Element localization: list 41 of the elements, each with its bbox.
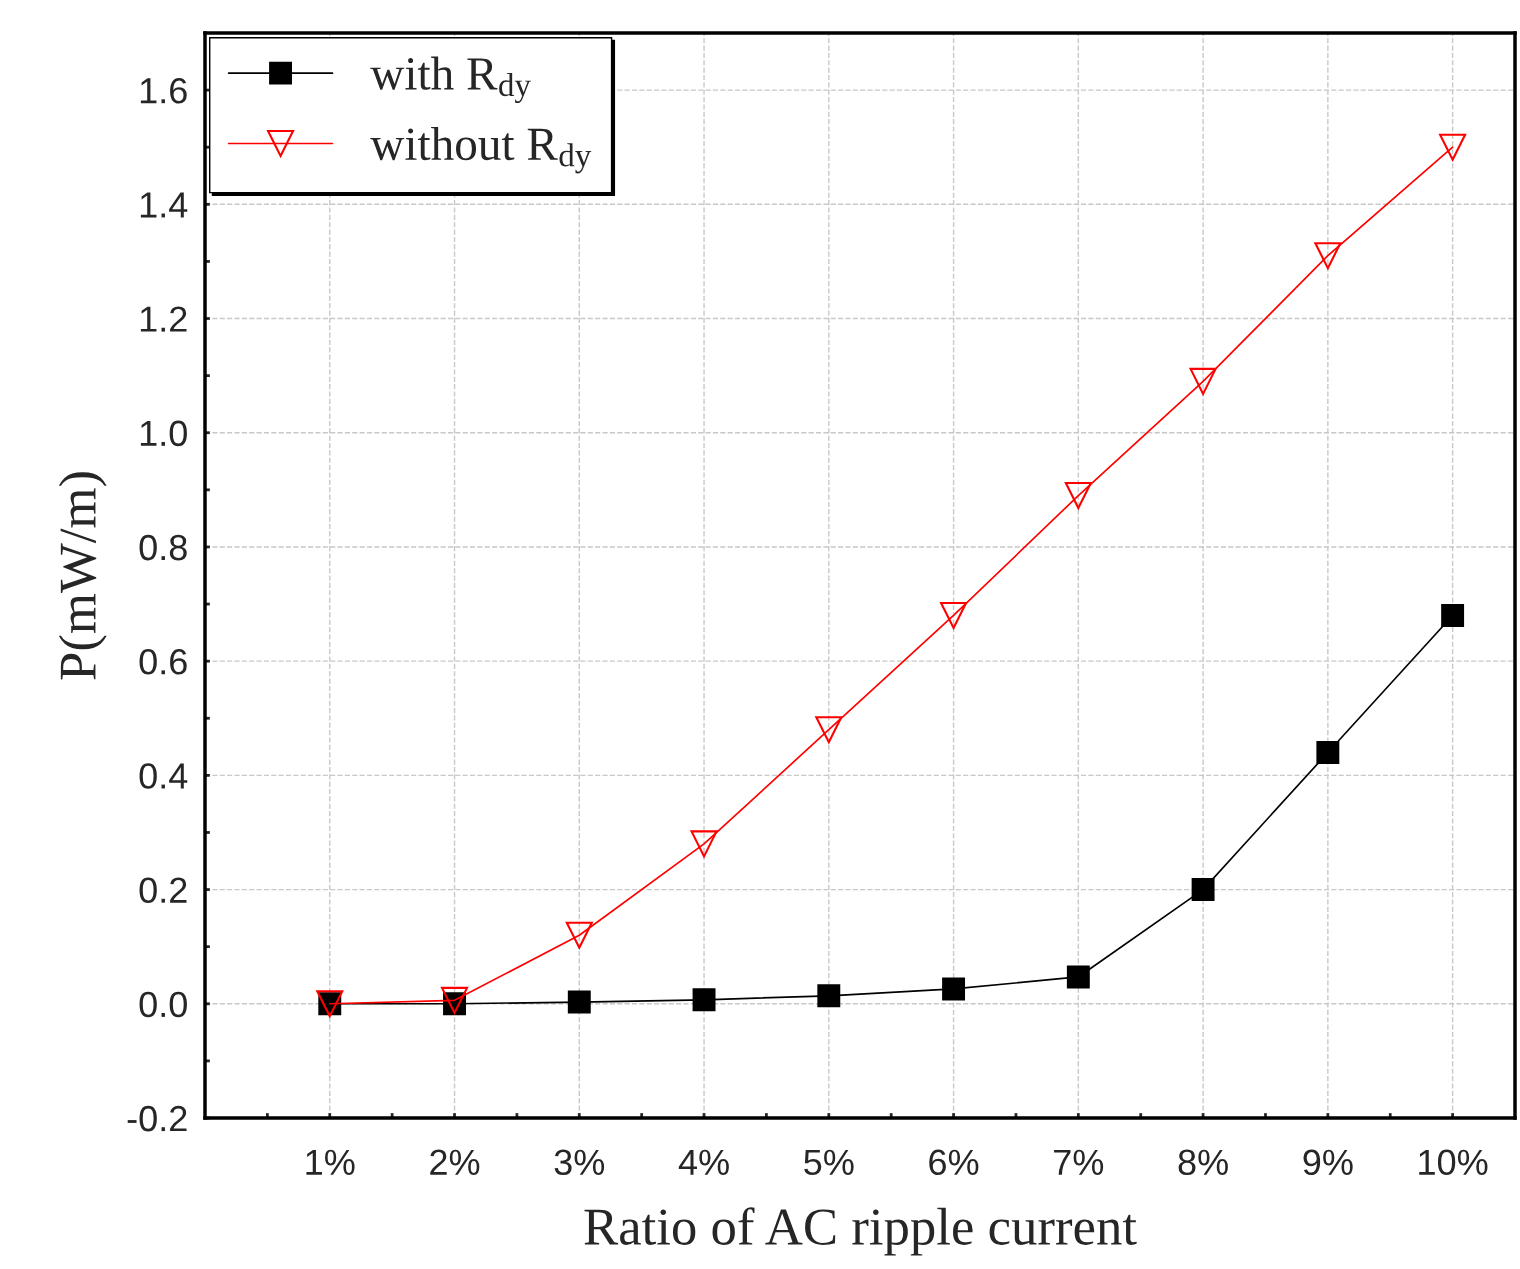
point	[942, 977, 966, 1001]
x-tick-label: 2%	[430, 1149, 480, 1175]
point	[1316, 741, 1340, 764]
x-tick-label: 8%	[1178, 1149, 1228, 1176]
point	[440, 986, 469, 1014]
x-tick-label: 3%	[554, 1149, 605, 1176]
y-tick-label: 1.2	[140, 306, 187, 332]
point	[1191, 878, 1215, 902]
legend-label: without R$_{dy}$	[370, 126, 592, 174]
point	[1066, 965, 1090, 989]
point	[1314, 242, 1342, 270]
x-tick-label: 5%	[804, 1149, 854, 1176]
point	[817, 984, 841, 1008]
legend-label: with R$_{dy}$	[370, 56, 531, 104]
y-tick-label: -0.2	[127, 1105, 187, 1132]
point	[1064, 482, 1092, 510]
x-tick-label: 9%	[1303, 1149, 1353, 1176]
x-axis-title: Ratio of AC ripple current	[584, 1207, 1137, 1256]
x-tick-label: 10%	[1419, 1149, 1488, 1176]
x-tick-label: 7%	[1054, 1149, 1104, 1175]
y-tick-label: 0.0	[139, 991, 187, 1018]
x-tick-label: 4%	[678, 1149, 729, 1175]
x-tick-label: 1%	[306, 1149, 355, 1175]
point	[1189, 367, 1217, 395]
point	[1441, 604, 1465, 627]
y-axis-title: P(mW/m)	[58, 472, 107, 680]
point	[692, 988, 716, 1012]
y-tick-label: 1.0	[140, 420, 187, 447]
y-tick-label: 0.4	[139, 763, 188, 789]
y-tick-label: 1.6	[140, 77, 187, 104]
y-tick-label: 0.8	[139, 534, 187, 561]
point	[565, 921, 593, 949]
point	[815, 716, 843, 744]
point	[1439, 133, 1467, 161]
y-tick-label: 0.2	[139, 877, 187, 904]
y-tick-label: 0.6	[139, 649, 187, 675]
point	[940, 601, 968, 630]
point	[567, 990, 591, 1014]
point	[690, 830, 718, 858]
x-tick-label: 6%	[929, 1149, 979, 1176]
y-tick-label: 1.4	[140, 192, 188, 218]
